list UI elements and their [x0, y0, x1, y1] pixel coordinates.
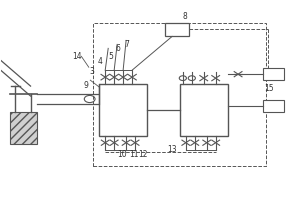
- Bar: [263, 100, 284, 112]
- Text: 4: 4: [98, 57, 102, 66]
- Text: 10: 10: [117, 150, 126, 159]
- Bar: [180, 84, 228, 136]
- Text: 8: 8: [183, 12, 188, 21]
- Text: 7: 7: [124, 40, 129, 49]
- Text: 13: 13: [168, 145, 177, 154]
- Text: 5: 5: [108, 52, 113, 61]
- Text: 14: 14: [72, 52, 82, 61]
- Text: 15: 15: [265, 84, 274, 93]
- Bar: [93, 23, 266, 166]
- Bar: [263, 68, 284, 80]
- Bar: [165, 23, 189, 36]
- Bar: [99, 84, 147, 136]
- Text: 6: 6: [116, 44, 121, 53]
- Bar: [10, 112, 37, 144]
- Text: 3: 3: [89, 67, 94, 76]
- Text: 11: 11: [129, 150, 138, 159]
- Text: 9: 9: [83, 81, 88, 90]
- Text: 12: 12: [139, 150, 148, 159]
